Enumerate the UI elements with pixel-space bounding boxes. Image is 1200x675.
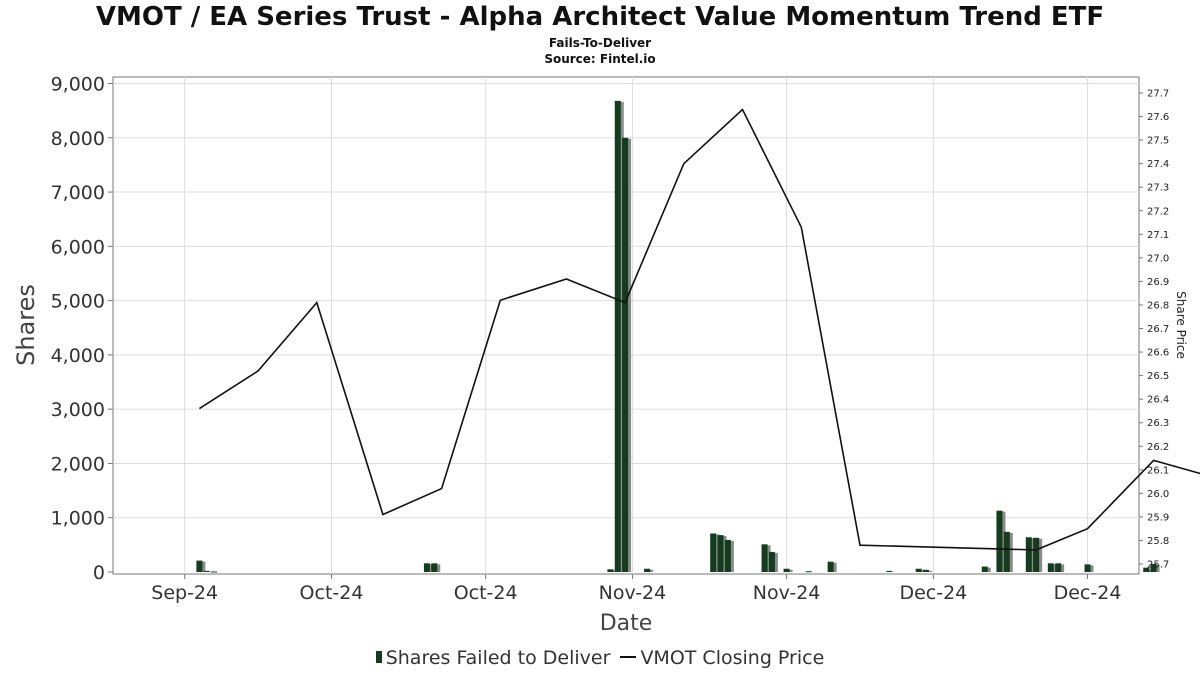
y2-tick-label: 26.4: [1147, 395, 1169, 406]
y2-tick-label: 26.9: [1147, 277, 1169, 288]
x-tick-label: Dec-24: [1054, 582, 1122, 604]
chart-subtitle: Fails-To-Deliver: [548, 36, 652, 50]
y2-tick-label: 27.4: [1147, 159, 1169, 170]
y2-tick-label: 25.8: [1147, 536, 1169, 547]
chart-source: Source: Fintel.io: [544, 52, 656, 66]
bar: [1150, 563, 1157, 572]
bar: [805, 571, 812, 573]
y2-tick-label: 25.7: [1147, 560, 1169, 571]
x-tick-label: Nov-24: [753, 582, 821, 604]
bar: [644, 568, 651, 572]
x-axis: Sep-24 Oct-24 Oct-24 Nov-24 Nov-24 Dec-24 Dec-…: [151, 574, 1122, 604]
y2-tick-label: 27.5: [1147, 136, 1169, 147]
y-tick-label: 6,000: [51, 236, 105, 258]
y2-tick-label: 26.5: [1147, 371, 1169, 382]
y-tick-label: 2,000: [51, 453, 105, 475]
y2-tick-label: 27.0: [1147, 253, 1169, 264]
x-tick-label: Nov-24: [599, 582, 667, 604]
y-tick-label: 3,000: [51, 399, 105, 421]
bar: [1047, 563, 1054, 572]
bar: [203, 570, 210, 572]
y2-tick-label: 26.2: [1147, 442, 1169, 453]
bar: [1055, 563, 1062, 572]
y2-tick-label: 25.9: [1147, 512, 1169, 523]
bar: [1025, 537, 1032, 572]
bar: [1003, 531, 1010, 572]
x-tick-label: Dec-24: [899, 582, 967, 604]
bar: [724, 539, 731, 572]
y-tick-label: 1,000: [51, 508, 105, 530]
bar: [827, 561, 834, 572]
y2-tick-label: 27.6: [1147, 112, 1169, 123]
y-tick-label: 7,000: [51, 182, 105, 204]
bar: [614, 100, 621, 572]
bar: [761, 544, 768, 572]
y-axis-right: 25.7 25.8 25.9 26.0 26.1 26.2 26.3 26.4 26.5 26.6…: [1139, 89, 1169, 571]
y2-tick-label: 27.2: [1147, 206, 1169, 217]
y-tick-label: 4,000: [51, 345, 105, 367]
bar: [1143, 567, 1150, 572]
bar: [768, 551, 775, 572]
bar: [423, 563, 430, 572]
bar: [996, 510, 1003, 572]
line-swatch-icon: [620, 656, 637, 658]
y2-tick-label: 26.6: [1147, 348, 1169, 359]
bar: [981, 566, 988, 572]
y2-tick-label: 26.8: [1147, 300, 1169, 311]
bar: [710, 533, 717, 572]
bar: [923, 569, 930, 572]
bar: [211, 571, 218, 573]
y2-tick-label: 26.7: [1147, 324, 1169, 335]
legend-line-label: VMOT Closing Price: [640, 647, 825, 669]
y-axis-left: 0 1,000 2,000 3,000 4,000 5,000 6,000 7,000 8,00…: [51, 74, 113, 584]
x-tick-label: Sep-24: [151, 582, 218, 604]
legend-item-line[interactable]: VMOT Closing Price: [620, 647, 824, 669]
bar: [717, 535, 724, 572]
y-tick-label: 9,000: [51, 74, 105, 96]
bar: [783, 568, 790, 572]
y2-tick-label: 26.3: [1147, 418, 1169, 429]
y-axis-label: Shares: [12, 284, 40, 366]
y2-tick-label: 26.1: [1147, 465, 1169, 476]
legend-item-bars[interactable]: Shares Failed to Deliver: [375, 647, 611, 669]
bar: [196, 560, 203, 572]
y2-tick-label: 27.1: [1147, 230, 1169, 241]
legend: Shares Failed to Deliver VMOT Closing Pr…: [0, 647, 1200, 669]
y2-tick-label: 26.0: [1147, 489, 1169, 500]
y2-tick-label: 27.3: [1147, 183, 1169, 194]
bar: [1084, 564, 1091, 572]
x-tick-label: Oct-24: [454, 582, 518, 604]
y2-axis-label: Share Price: [1174, 291, 1188, 359]
bar: [607, 569, 614, 572]
x-tick-label: Oct-24: [300, 582, 364, 604]
bar: [915, 568, 922, 572]
price-line: [198, 108, 1200, 551]
bar: [886, 570, 893, 572]
y2-tick-label: 27.7: [1147, 89, 1169, 100]
bar-series: [196, 100, 1160, 573]
chart-title: VMOT / EA Series Trust - Alpha Architect…: [95, 2, 1105, 32]
bar: [431, 563, 438, 572]
bar-swatch-icon: [375, 651, 382, 663]
y-tick-label: 5,000: [51, 291, 105, 313]
y-tick-label: 0: [93, 562, 105, 584]
bar: [622, 137, 629, 572]
x-axis-label: Date: [600, 611, 653, 636]
y-tick-label: 8,000: [51, 128, 105, 150]
legend-bars-label: Shares Failed to Deliver: [385, 647, 611, 669]
bar: [1033, 537, 1040, 572]
